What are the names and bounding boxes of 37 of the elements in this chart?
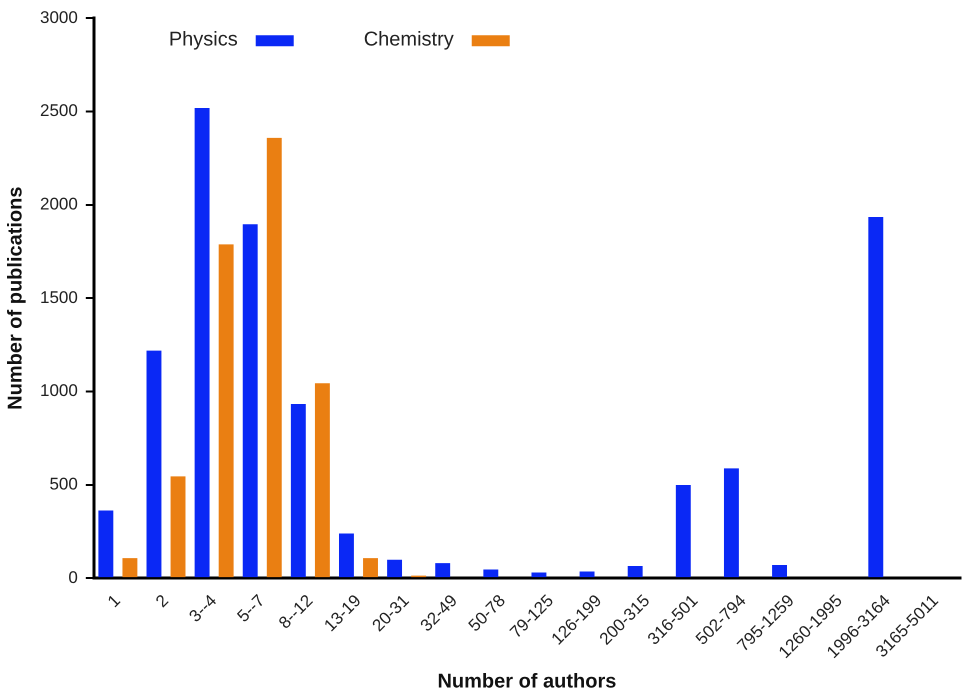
- bar: [194, 108, 210, 578]
- bar: [290, 404, 306, 578]
- x-axis-title: Number of authors: [437, 670, 616, 693]
- y-tick-label: 3000: [40, 8, 78, 27]
- y-tick-label: 1500: [40, 288, 78, 307]
- legend-label: Physics: [168, 28, 238, 51]
- bar: [266, 138, 282, 578]
- y-tick-label: 2500: [40, 101, 78, 120]
- y-tick-label: 1000: [40, 381, 78, 400]
- bar: [170, 476, 186, 578]
- x-tick-label: 5--7: [234, 591, 268, 626]
- bar: [868, 216, 884, 578]
- bar: [122, 558, 138, 578]
- x-tick-label: 2: [152, 591, 172, 612]
- bar: [580, 572, 595, 578]
- bar: [483, 570, 498, 578]
- bar: [772, 565, 788, 578]
- bar: [242, 224, 258, 578]
- y-tick-label: 500: [49, 474, 78, 494]
- bar: [338, 533, 354, 578]
- bar: [531, 572, 546, 578]
- bar: [676, 484, 691, 578]
- bar: [628, 566, 643, 578]
- bar: [98, 510, 114, 578]
- bar: [387, 560, 402, 578]
- x-tick-label: 1: [104, 591, 124, 612]
- y-tick-label: 0: [68, 568, 78, 587]
- y-tick-label: 2000: [40, 194, 78, 214]
- legend-label: Chemistry: [364, 28, 454, 51]
- bar: [218, 244, 234, 578]
- bar: [363, 558, 378, 578]
- bar: [146, 350, 162, 578]
- bar: [435, 563, 450, 578]
- bar: [314, 383, 330, 578]
- x-tick-label: 3--4: [185, 591, 220, 626]
- bar: [724, 468, 739, 578]
- y-axis-title: Number of publications: [4, 186, 27, 410]
